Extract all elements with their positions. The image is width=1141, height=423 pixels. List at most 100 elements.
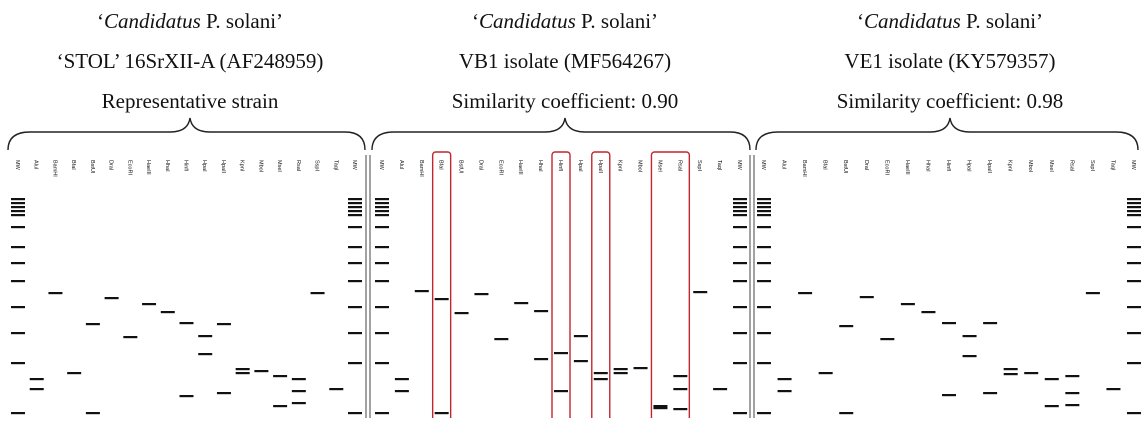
band — [348, 198, 362, 200]
band — [963, 355, 977, 357]
description: Representative strain — [102, 89, 279, 113]
lane-label: MW — [736, 160, 742, 171]
band — [594, 378, 608, 380]
lane-label: MseI — [276, 160, 282, 172]
band — [11, 332, 25, 334]
lane-label: KpnI — [617, 160, 623, 172]
band — [11, 226, 25, 228]
band — [348, 412, 362, 414]
band — [757, 280, 771, 282]
lane-label: BamHI — [51, 160, 57, 177]
band — [375, 198, 389, 200]
band — [1086, 292, 1100, 294]
figure: ‘ Candidatus P. solani’ ‘STOL’ 16SrXII-A (… — [0, 0, 1141, 418]
lane-label: HpaII — [986, 160, 992, 174]
band — [348, 262, 362, 264]
band — [11, 210, 25, 212]
lane-label: MW — [14, 160, 20, 171]
lane-label: BstUI — [89, 160, 95, 174]
band — [1127, 332, 1141, 334]
band — [48, 292, 62, 294]
band — [11, 262, 25, 264]
band — [839, 412, 853, 414]
band — [1065, 392, 1079, 394]
band — [11, 214, 25, 216]
band — [574, 335, 588, 337]
band — [713, 388, 727, 390]
band — [415, 290, 429, 292]
band — [860, 296, 874, 298]
band — [778, 378, 792, 380]
description: Similarity coefficient: 0.98 — [837, 89, 1063, 113]
band — [375, 206, 389, 208]
band — [311, 292, 325, 294]
band — [67, 372, 81, 374]
lane-label: BfaI — [822, 160, 828, 170]
lane-label: TaqI — [332, 160, 338, 171]
band — [634, 367, 648, 369]
band — [273, 375, 287, 377]
band — [11, 246, 25, 248]
band — [292, 378, 306, 380]
band — [757, 210, 771, 212]
band — [395, 390, 409, 392]
lane-label: BstUI — [842, 160, 848, 174]
lane-label: RsaI — [1068, 160, 1074, 172]
band — [733, 280, 747, 282]
band — [348, 362, 362, 364]
band — [757, 362, 771, 364]
band — [653, 407, 667, 409]
band — [798, 292, 812, 294]
band — [375, 332, 389, 334]
band — [86, 323, 100, 325]
species: P. solani’ — [201, 9, 283, 33]
band — [375, 306, 389, 308]
band — [455, 312, 469, 314]
description: Similarity coefficient: 0.90 — [452, 89, 678, 113]
lane-label: HpaI — [577, 160, 583, 172]
band — [1127, 202, 1141, 204]
band — [11, 362, 25, 364]
band — [942, 322, 956, 324]
band — [733, 332, 747, 334]
band — [375, 412, 389, 414]
lane-label: HpaII — [220, 160, 226, 174]
band — [733, 412, 747, 414]
quote: ‘ — [857, 9, 864, 33]
band — [348, 210, 362, 212]
band — [757, 332, 771, 334]
band — [375, 226, 389, 228]
lane-label: MseI — [656, 160, 662, 172]
lane-label: HhaI — [164, 160, 170, 172]
band — [1127, 362, 1141, 364]
band — [30, 378, 44, 380]
strain: ‘STOL’ 16SrXII-A (AF248959) — [57, 49, 324, 73]
band — [757, 214, 771, 216]
lane-label: RsaI — [676, 160, 682, 172]
band — [901, 303, 915, 305]
band — [1106, 388, 1120, 390]
band — [375, 214, 389, 216]
band — [733, 226, 747, 228]
lane-label: SspI — [696, 160, 702, 171]
band — [1024, 372, 1038, 374]
band — [348, 214, 362, 216]
lane-label: RsaI — [295, 160, 301, 172]
band — [733, 246, 747, 248]
lane-label: HinfI — [557, 160, 563, 172]
band — [11, 412, 25, 414]
lane-label: SspI — [1089, 160, 1095, 171]
band — [514, 302, 528, 304]
band — [348, 202, 362, 204]
band — [198, 335, 212, 337]
genus: Candidatus — [104, 9, 201, 33]
lane-label: TaqI — [1109, 160, 1115, 171]
band — [236, 368, 250, 370]
band — [757, 306, 771, 308]
lane-label: EcoRI — [126, 160, 132, 175]
band — [375, 362, 389, 364]
band — [673, 375, 687, 377]
lane-label: MW — [1130, 160, 1136, 171]
band — [348, 306, 362, 308]
band — [254, 370, 268, 372]
